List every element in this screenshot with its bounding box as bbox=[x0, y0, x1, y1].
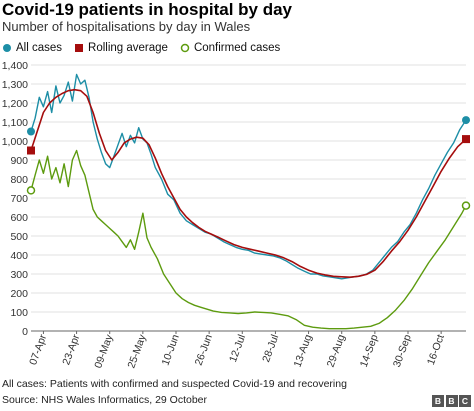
y-tick-label: 1,300 bbox=[2, 79, 28, 91]
y-tick-label: 400 bbox=[10, 250, 28, 262]
y-tick-label: 1,000 bbox=[2, 136, 28, 148]
x-tick-label: 10-Jun bbox=[160, 333, 182, 367]
chart-subtitle: Number of hospitalisations by day in Wal… bbox=[2, 19, 251, 34]
y-tick-label: 200 bbox=[10, 288, 28, 300]
series-end-marker-all-cases bbox=[462, 116, 470, 125]
y-tick-label: 100 bbox=[10, 307, 28, 319]
y-tick-label: 500 bbox=[10, 231, 28, 243]
chart-legend: All cases Rolling average Confirmed case… bbox=[2, 40, 292, 56]
series-start-marker-confirmed-cases bbox=[26, 186, 36, 195]
y-tick-label: 1,100 bbox=[2, 117, 28, 129]
y-tick-label: 0 bbox=[22, 326, 28, 338]
legend-label-confirmed-cases: Confirmed cases bbox=[193, 42, 281, 54]
x-tick-label: 16-Oct bbox=[425, 333, 447, 367]
x-tick-label: 29-Aug bbox=[325, 333, 348, 369]
x-tick-label: 13-Aug bbox=[292, 333, 315, 369]
chart-source: Source: NHS Wales Informatics, 29 Octobe… bbox=[2, 394, 208, 406]
chart-footnote: All cases: Patients with confirmed and s… bbox=[2, 378, 347, 390]
x-tick-label: 26-Jun bbox=[193, 333, 215, 367]
logo-letter: B bbox=[445, 395, 458, 407]
y-tick-label: 300 bbox=[10, 269, 28, 281]
x-tick-label: 14-Sep bbox=[358, 333, 381, 369]
logo-letter: C bbox=[459, 395, 471, 407]
legend-label-rolling-average: Rolling average bbox=[88, 42, 168, 54]
series-end-marker-confirmed-cases bbox=[461, 201, 471, 210]
series-line-confirmed-cases bbox=[30, 149, 467, 330]
series-start-marker-all-cases bbox=[27, 127, 35, 136]
y-tick-label: 800 bbox=[10, 174, 28, 186]
bbc-logo: B B C bbox=[431, 395, 471, 407]
x-tick-label: 25-May bbox=[125, 332, 149, 370]
x-tick-label: 30-Sep bbox=[391, 333, 414, 369]
y-tick-label: 700 bbox=[10, 193, 28, 205]
logo-letter: B bbox=[432, 395, 444, 407]
circle-marker-icon bbox=[3, 44, 11, 52]
open-circle-marker-icon bbox=[180, 43, 190, 53]
series-line-rolling-average bbox=[30, 88, 467, 278]
x-tick-label: 23-Apr bbox=[60, 332, 82, 366]
chart-plot: 0 100 200 300 400 500 600 700 800 900 1,000 1,100 1,… bbox=[2, 60, 471, 370]
square-marker-icon bbox=[75, 44, 84, 52]
y-tick-label: 1,200 bbox=[2, 98, 28, 110]
chart-title: Covid-19 patients in hospital by day bbox=[2, 0, 292, 19]
y-tick-label: 900 bbox=[10, 155, 28, 167]
legend-item-confirmed-cases: Confirmed cases bbox=[180, 42, 280, 54]
legend-item-rolling-average: Rolling average bbox=[74, 42, 168, 54]
legend-label-all-cases: All cases bbox=[16, 42, 63, 54]
series-start-marker-rolling-average bbox=[27, 146, 35, 155]
x-tick-label: 09-May bbox=[92, 332, 116, 370]
legend-item-all-cases: All cases bbox=[2, 42, 62, 54]
x-tick-label: 12-Jul bbox=[227, 333, 248, 364]
y-tick-label: 1,400 bbox=[2, 60, 28, 72]
series-end-marker-rolling-average bbox=[462, 135, 470, 144]
x-tick-label: 28-Jul bbox=[260, 333, 281, 364]
y-tick-label: 600 bbox=[10, 212, 28, 224]
series-line-all-cases bbox=[30, 73, 467, 280]
x-tick-label: 07-Apr bbox=[27, 332, 49, 366]
